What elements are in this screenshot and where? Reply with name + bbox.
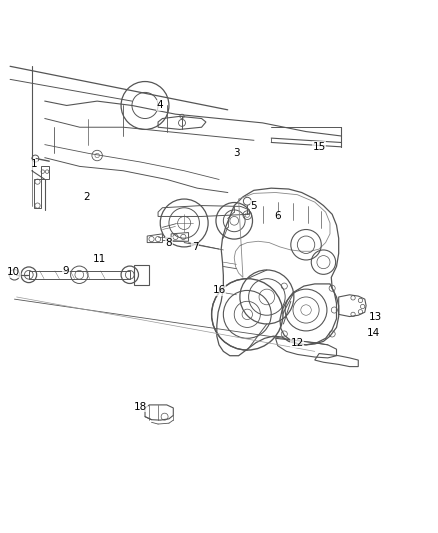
Text: 18: 18: [134, 402, 147, 411]
Text: 7: 7: [192, 242, 198, 252]
Text: 6: 6: [275, 212, 281, 221]
Text: 1: 1: [31, 159, 37, 169]
Text: 12: 12: [291, 338, 304, 348]
Text: 2: 2: [83, 192, 89, 202]
Text: 16: 16: [212, 286, 226, 295]
Text: 13: 13: [369, 312, 382, 321]
Text: 3: 3: [233, 148, 240, 158]
Text: 9: 9: [63, 266, 69, 276]
Text: 4: 4: [157, 100, 163, 110]
Text: 5: 5: [251, 200, 257, 211]
Text: 11: 11: [93, 254, 106, 264]
Text: 8: 8: [166, 238, 172, 247]
Text: 14: 14: [367, 328, 380, 337]
Text: 15: 15: [312, 142, 326, 152]
Text: 10: 10: [7, 267, 20, 277]
